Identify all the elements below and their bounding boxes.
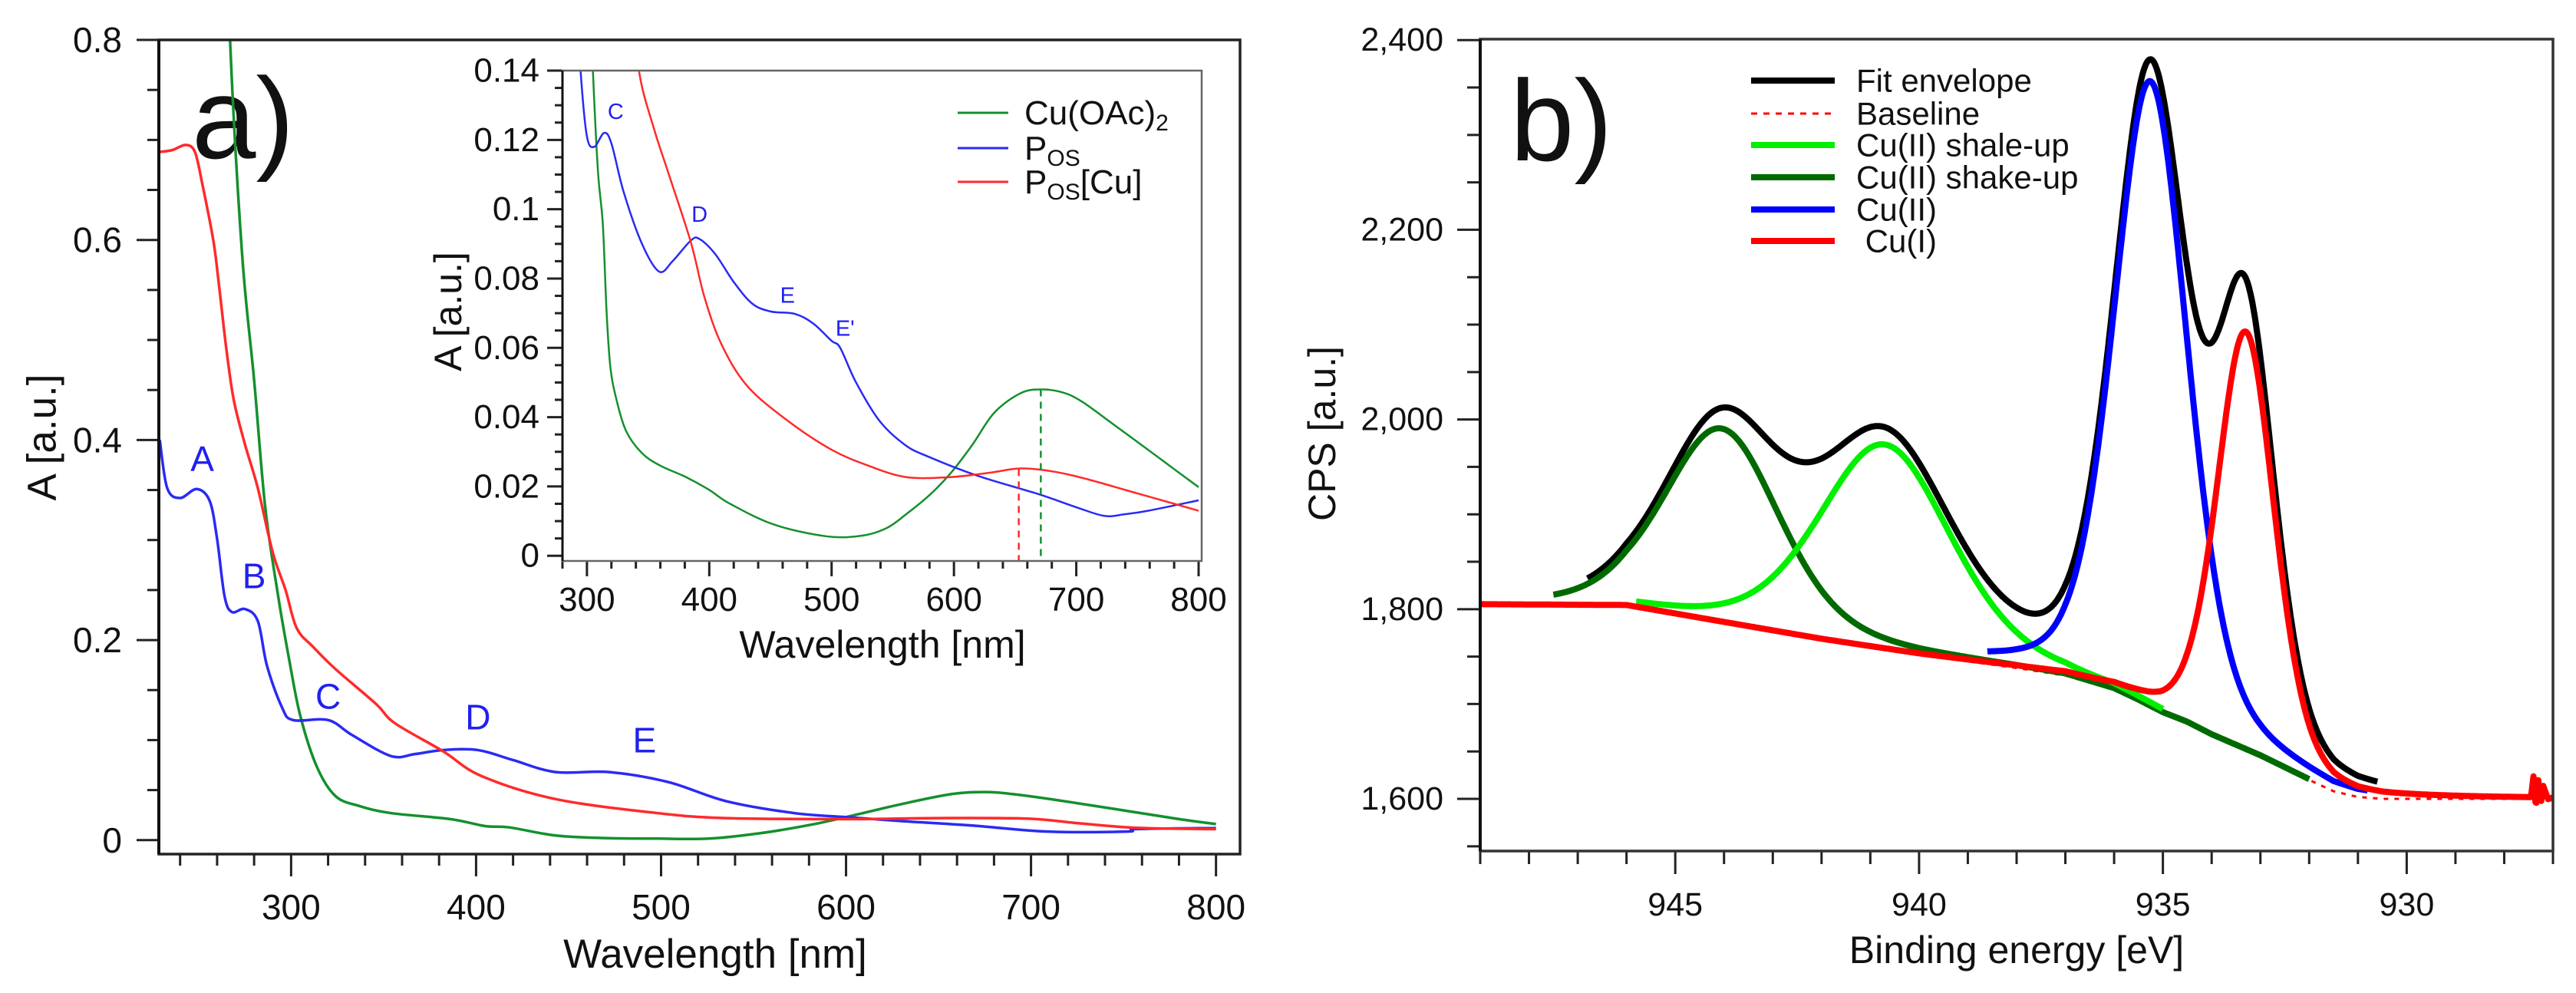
peak-annotation: B — [242, 556, 266, 596]
legend-item: Cu(II) shake-up — [1751, 160, 2078, 196]
y-tick-label: 0.08 — [473, 259, 539, 297]
series-line-cu-ii-shake-up — [1551, 425, 2311, 782]
x-tick-label: 500 — [632, 887, 691, 927]
panel-b-xps: 945 940 935 930 1,600 1,800 2,000 2,200 2,400 Bin… — [1301, 21, 2555, 972]
x-tick-label: 700 — [1001, 887, 1060, 927]
series-line-pos — [159, 440, 1216, 834]
y-axis-title: A [a.u.] — [427, 252, 470, 371]
series-line-pos-cu — [638, 71, 1199, 512]
x-tick-label: 600 — [816, 887, 876, 927]
x-tick-label: 400 — [447, 887, 506, 927]
peak-annotation: E' — [836, 316, 855, 341]
x-tick-label: 700 — [1048, 581, 1104, 619]
legend-label-main: P — [1024, 130, 1047, 167]
x-tick-label: 940 — [1892, 886, 1947, 923]
panel-a-inset: 300 400 500 600 700 800 0 0.02 0.04 0.06 0.08 0.1 0.… — [424, 44, 1235, 669]
y-tick-label: 2,000 — [1361, 401, 1443, 438]
legend-item: Cu(II) shale-up — [1751, 127, 2070, 163]
series-line-cu-i — [1480, 328, 2553, 807]
y-tick-label: 1,800 — [1361, 591, 1443, 628]
legend-item: POS — [958, 130, 1080, 171]
series-line-cu-oac-2 — [592, 71, 1199, 539]
legend-item: Baseline — [1751, 96, 1980, 132]
x-tick-label: 600 — [925, 581, 981, 619]
legend-label: Cu(I) — [1856, 223, 1937, 259]
x-tick-label: 400 — [681, 581, 737, 619]
y-tick-label: 0.4 — [73, 420, 122, 460]
legend-label: POS[Cu] — [1024, 163, 1142, 205]
panel-a-uv-vis: 300 400 500 600 700 800 0 0.2 0.4 0.6 0.8 Wavelengt… — [20, 20, 1246, 977]
legend-label-main: P — [1024, 163, 1047, 201]
y-tick-label: 0 — [102, 820, 122, 860]
y-tick-label: 0.02 — [473, 467, 539, 505]
y-tick-label: 0 — [521, 537, 539, 575]
panel-label: b) — [1510, 56, 1612, 185]
legend-label: Baseline — [1856, 96, 1980, 132]
y-tick-label: 0.12 — [473, 121, 539, 159]
legend-label-subscript: 2 — [1156, 111, 1169, 136]
y-tick-label: 0.8 — [73, 20, 122, 60]
legend-item: Cu(OAc)2 — [958, 94, 1169, 136]
y-tick-label: 2,200 — [1361, 211, 1443, 248]
peak-annotation: E — [632, 720, 656, 760]
x-axis-title: Wavelength [nm] — [739, 623, 1025, 666]
inset-background — [424, 44, 1235, 669]
legend-label: Cu(II) shake-up — [1856, 160, 2078, 196]
series-group — [159, 40, 1216, 841]
y-tick-label: 1,600 — [1361, 780, 1443, 817]
x-tick-label: 935 — [2136, 886, 2191, 923]
legend-label-subscript: OS — [1047, 180, 1080, 205]
y-tick-label: 0.1 — [493, 190, 539, 228]
series-line-cu-ii-shale-up — [1634, 441, 2165, 712]
series-line-fit-envelope — [1585, 56, 2380, 785]
peak-annotation: E — [780, 284, 795, 308]
x-tick-label: 945 — [1648, 886, 1703, 923]
legend-label: Fit envelope — [1856, 63, 2032, 99]
x-tick-label: 800 — [1186, 887, 1245, 927]
legend-label: Cu(II) — [1856, 192, 1937, 228]
legend-item: Cu(II) — [1751, 192, 1937, 228]
legend-label-tail: [Cu] — [1080, 163, 1143, 201]
legend-label-subscript: OS — [1047, 146, 1080, 171]
legend-label: Cu(II) shale-up — [1856, 127, 2070, 163]
x-tick-label: 930 — [2379, 886, 2434, 923]
panel-label: a) — [192, 54, 294, 183]
peak-annotation: C — [315, 677, 341, 717]
series-line-cu-oac-2 — [229, 40, 1216, 841]
peak-annotation: C — [608, 100, 624, 124]
x-tick-label: 500 — [803, 581, 859, 619]
y-tick-label: 0.6 — [73, 220, 122, 260]
legend-label-main: Cu(OAc) — [1024, 94, 1156, 132]
y-tick-label: 0.14 — [473, 52, 539, 90]
x-axis-title: Binding energy [eV] — [1849, 929, 2184, 972]
legend-item: Cu(I) — [1751, 223, 1937, 259]
series-line-cu-ii — [1985, 78, 2370, 793]
series-group — [579, 71, 1199, 561]
y-tick-label: 2,400 — [1361, 21, 1443, 58]
series-line-pos-cu — [159, 144, 1216, 831]
y-tick-label: 0.2 — [73, 620, 122, 660]
series-group — [1480, 56, 2553, 807]
legend-item: Fit envelope — [1751, 63, 2032, 99]
peak-annotation: D — [691, 203, 707, 227]
x-axis-title: Wavelength [nm] — [563, 932, 867, 977]
legend-label: POS — [1024, 130, 1080, 171]
x-tick-label: 300 — [559, 581, 615, 619]
x-tick-label: 300 — [262, 887, 321, 927]
x-tick-label: 800 — [1170, 581, 1226, 619]
peak-annotation: D — [465, 697, 490, 737]
y-tick-label: 0.04 — [473, 398, 539, 436]
y-axis-title: CPS [a.u.] — [1301, 346, 1344, 521]
peak-annotation: A — [190, 439, 214, 479]
series-line-pos — [579, 71, 1199, 517]
y-tick-label: 0.06 — [473, 329, 539, 367]
legend-label: Cu(OAc)2 — [1024, 94, 1169, 136]
legend-item: POS[Cu] — [958, 163, 1142, 205]
y-axis-title: A [a.u.] — [20, 374, 65, 500]
